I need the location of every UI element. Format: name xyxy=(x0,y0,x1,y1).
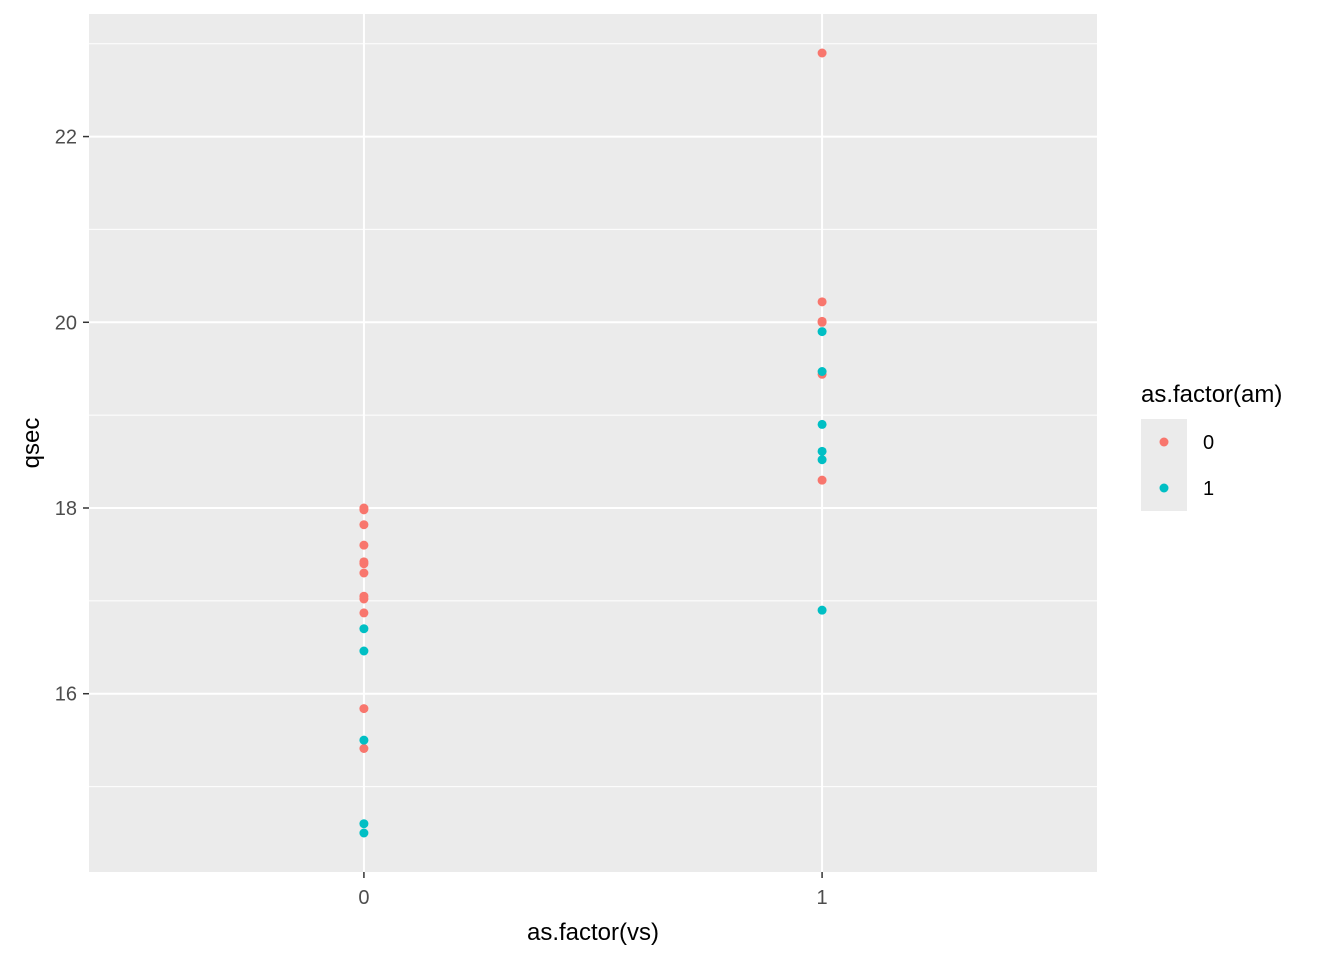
data-point-am-0 xyxy=(359,559,369,569)
data-point-am-1 xyxy=(817,455,827,465)
data-point-am-1 xyxy=(817,419,827,429)
y-tick-label: 18 xyxy=(55,498,77,520)
major-gridlines xyxy=(89,14,1097,872)
data-point-am-1 xyxy=(359,735,369,745)
y-axis: 16 18 20 22 xyxy=(55,127,89,706)
data-point-am-0 xyxy=(359,520,369,530)
legend-label: 0 xyxy=(1203,432,1214,454)
x-tick-label: 0 xyxy=(358,887,369,909)
data-point-am-0 xyxy=(359,608,369,618)
legend-title: as.factor(am) xyxy=(1141,381,1282,408)
data-point-am-0 xyxy=(359,540,369,550)
data-point-am-0 xyxy=(817,48,827,58)
data-point-am-1 xyxy=(817,446,827,456)
legend: as.factor(am) 0 1 xyxy=(1141,381,1282,511)
data-point-am-0 xyxy=(359,568,369,578)
data-point-am-1 xyxy=(359,646,369,656)
data-point-am-0 xyxy=(359,505,369,515)
x-axis-title: as.factor(vs) xyxy=(527,919,659,946)
y-tick-label: 16 xyxy=(55,684,77,706)
legend-key-point xyxy=(1159,483,1169,493)
legend-key-point xyxy=(1159,437,1169,447)
data-point-am-0 xyxy=(817,297,827,307)
plot-panel xyxy=(89,14,1097,872)
y-tick-label: 22 xyxy=(55,127,77,149)
data-point-am-1 xyxy=(817,605,827,615)
data-point-am-0 xyxy=(817,475,827,485)
y-axis-title: qsec xyxy=(18,418,45,469)
y-tick-label: 20 xyxy=(55,312,77,334)
data-point-am-1 xyxy=(359,624,369,634)
x-tick-label: 1 xyxy=(817,887,828,909)
minor-gridlines xyxy=(89,43,1097,788)
data-point-am-1 xyxy=(817,367,827,376)
data-point-am-0 xyxy=(817,317,827,327)
data-point-am-0 xyxy=(359,744,369,753)
data-point-am-1 xyxy=(359,828,369,838)
legend-label: 1 xyxy=(1203,478,1214,500)
data-point-am-0 xyxy=(359,594,369,604)
data-points xyxy=(359,48,827,838)
data-point-am-1 xyxy=(817,327,827,337)
data-point-am-0 xyxy=(359,704,369,714)
data-point-am-1 xyxy=(359,819,369,829)
